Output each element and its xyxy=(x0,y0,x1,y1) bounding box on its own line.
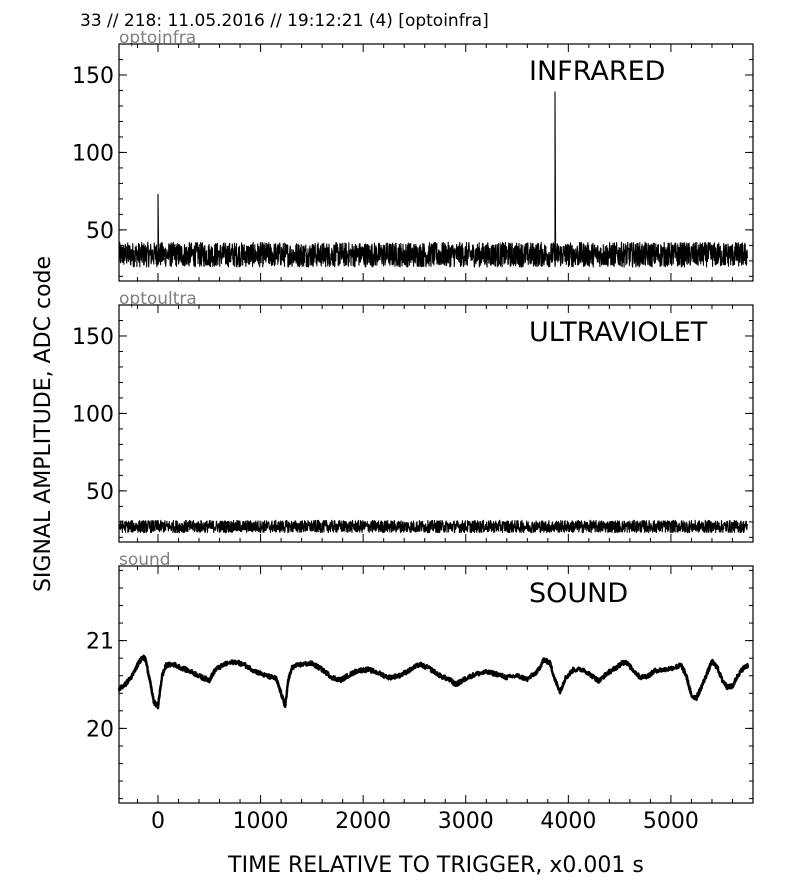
y-tick-label: 20 xyxy=(86,717,114,742)
y-tick-label: 21 xyxy=(86,630,114,655)
panel-optoultra: optoultra 50 100 150 ULTRAVIOLET xyxy=(72,289,754,543)
y-tick-label: 150 xyxy=(72,64,114,89)
panel-title: SOUND xyxy=(529,578,628,609)
axes-frame xyxy=(118,304,754,543)
panel-title: ULTRAVIOLET xyxy=(529,317,708,348)
signal-trace xyxy=(118,519,748,534)
panel-optoinfra: optoinfra 50 100 150 INFRARED xyxy=(72,28,754,282)
x-tick-label: 1000 xyxy=(233,809,289,834)
y-axis-label: SIGNAL AMPLITUDE, ADC code xyxy=(31,256,56,592)
x-tick-label: 5000 xyxy=(643,809,699,834)
figure-title: 33 // 218: 11.05.2016 // 19:12:21 (4) [o… xyxy=(80,11,489,31)
axes-frame xyxy=(118,43,754,282)
chart-panels: optoinfra 50 100 150 INFRARED optoultra 50 100 1… xyxy=(72,28,754,834)
y-tick-label: 50 xyxy=(86,219,114,244)
x-tick-label: 0 xyxy=(151,809,165,834)
y-tick-label: 100 xyxy=(72,402,114,427)
x-tick-label: 3000 xyxy=(438,809,494,834)
y-tick-label: 100 xyxy=(72,141,114,166)
channel-tag: optoultra xyxy=(119,289,197,309)
panel-title: INFRARED xyxy=(529,56,665,87)
axes-frame xyxy=(118,565,754,804)
panel-sound: sound 0 1000 2000 3000 4000 5000 20 21 SOUND xyxy=(86,550,754,834)
channel-tag: sound xyxy=(119,550,171,570)
y-tick-label: 50 xyxy=(86,480,114,505)
signal-trace xyxy=(117,654,750,710)
x-axis-label: TIME RELATIVE TO TRIGGER, x0.001 s xyxy=(227,853,644,878)
channel-tag: optoinfra xyxy=(119,28,196,48)
x-tick-label: 2000 xyxy=(335,809,391,834)
y-tick-label: 150 xyxy=(72,325,114,350)
signal-trace xyxy=(118,91,748,268)
x-tick-label: 4000 xyxy=(540,809,596,834)
